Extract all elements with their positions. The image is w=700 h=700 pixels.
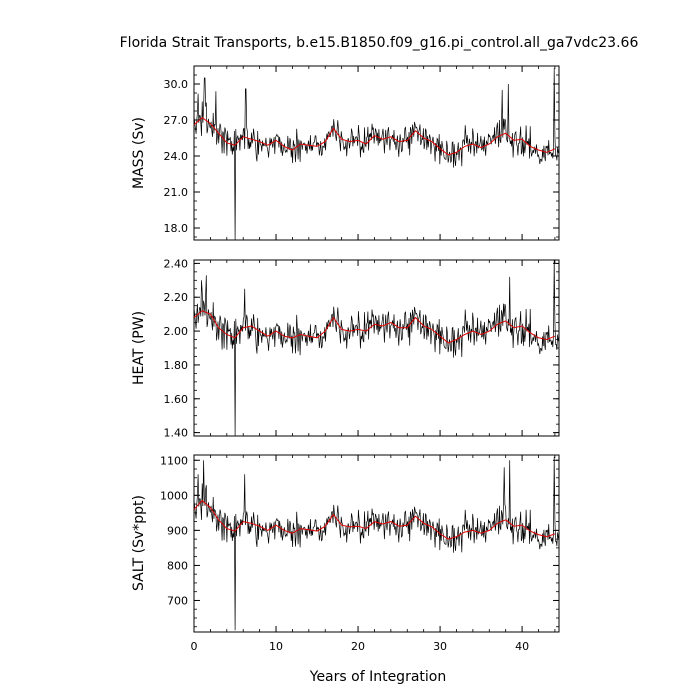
panel-mass-frame [193,65,560,241]
x-tick-label: 30 [433,640,447,653]
x-axis-label: Years of Integration [309,669,446,685]
mass-raw-line [193,68,560,241]
panel-mass-yticklabels: 18.0 21.0 24.0 27.0 30.0 [164,78,189,235]
panel-mass-ylabel: MASS (Sv) [131,117,147,189]
panel-heat-yticklabels: 1.40 1.60 1.80 2.00 2.20 2.40 [164,257,189,439]
y-tick-label: 24.0 [164,150,189,163]
y-tick-label: 1.80 [164,359,189,372]
heat-smoothed-line [193,310,556,344]
y-tick-label: 900 [167,524,188,537]
y-tick-label: 30.0 [164,78,189,91]
x-tick-label: 0 [191,640,198,653]
panel-salt-ticks [193,455,559,632]
mass-smoothed-line [193,116,556,156]
x-tick-label: 20 [351,640,365,653]
y-tick-label: 27.0 [164,114,189,127]
panel-mass-ticks [193,65,559,240]
y-tick-label: 800 [167,559,188,572]
y-tick-label: 700 [167,594,188,607]
panel-salt: 700 800 900 1000 1100 0 10 20 30 40 SALT (Sv*ppt… [131,454,560,653]
panel-salt-yticklabels: 700 800 900 1000 1100 [160,454,188,607]
x-tick-label: 40 [515,640,529,653]
panel-heat: 1.40 1.60 1.80 2.00 2.20 2.40 HEAT (PW) [131,257,560,440]
y-tick-label: 1.40 [164,427,189,440]
panel-heat-ylabel: HEAT (PW) [131,311,147,385]
panel-heat-frame [193,259,560,437]
y-tick-label: 2.20 [164,291,189,304]
heat-raw-line [193,259,560,437]
salt-raw-line [193,456,560,631]
panel-mass: 18.0 21.0 24.0 27.0 30.0 MASS (Sv) [131,65,560,241]
y-tick-label: 18.0 [164,222,189,235]
salt-smoothed-line [193,499,556,540]
panel-salt-xticklabels: 0 10 20 30 40 [191,640,530,653]
y-tick-label: 21.0 [164,186,189,199]
y-tick-label: 2.00 [164,325,189,338]
panel-salt-ylabel: SALT (Sv*ppt) [131,495,147,591]
panel-heat-ticks [193,260,559,436]
y-tick-label: 2.40 [164,257,189,270]
y-tick-label: 1000 [160,489,188,502]
panel-salt-frame [193,454,560,633]
y-tick-label: 1.60 [164,393,189,406]
x-tick-label: 10 [269,640,283,653]
chart-title: Florida Strait Transports, b.e15.B1850.f… [120,35,639,51]
y-tick-label: 1100 [160,454,188,467]
